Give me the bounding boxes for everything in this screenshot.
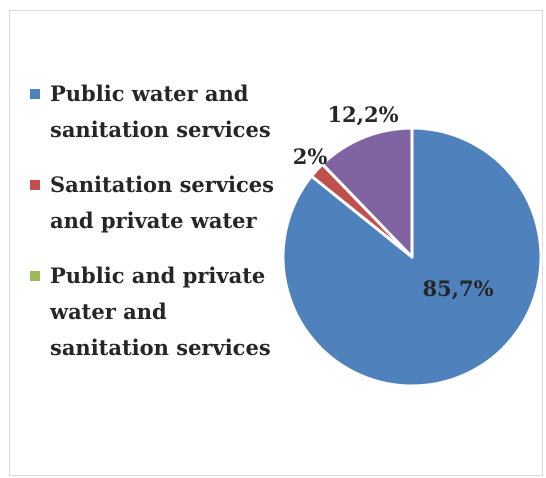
chart-legend: Public water and sanitation services San… [30,76,275,385]
data-label-public-private-water-sanitation: 12,2% [327,102,398,127]
legend-swatch-public-water-sanitation [30,89,40,99]
legend-swatch-public-private-water-sanitation [30,271,40,281]
legend-swatch-sanitation-private-water [30,180,40,190]
legend-label: Public and private water and sanitation … [50,263,271,360]
legend-item-sanitation-private-water: Sanitation services and private water [30,167,275,239]
legend-label: Sanitation services and private water [50,172,274,233]
pie-slices [281,126,543,388]
legend-label: Public water and sanitation services [50,81,271,142]
data-label-sanitation-private-water: 2% [293,144,328,169]
pie-slice-public-private-water-sanitation [320,126,414,259]
data-label-public-water-sanitation: 85,7% [422,276,493,301]
legend-item-public-water-sanitation: Public water and sanitation services [30,76,275,148]
legend-item-public-private-water-sanitation: Public and private water and sanitation … [30,258,275,366]
